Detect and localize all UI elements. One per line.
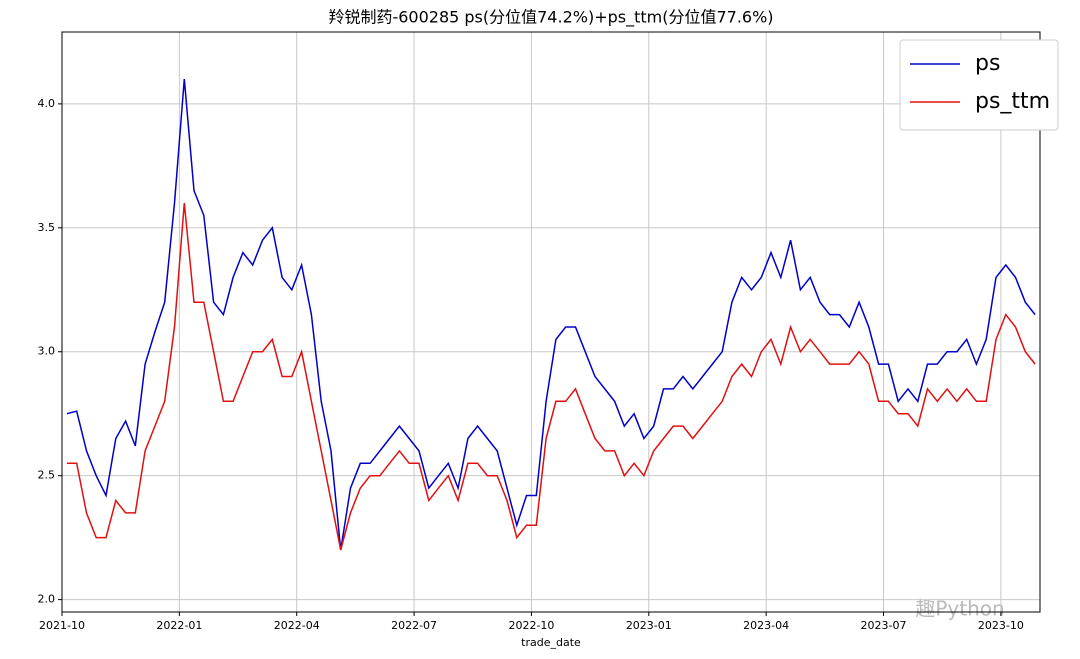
x-axis-label: trade_date [521, 636, 581, 649]
line-series [66, 202, 1036, 551]
legend-box [899, 39, 1059, 131]
x-tick-label: 2022-01 [156, 619, 202, 632]
x-tick-label: 2022-10 [508, 619, 554, 632]
y-tick-label: 2.0 [38, 593, 56, 606]
plot-frame [61, 31, 1041, 613]
x-tick-label: 2023-04 [743, 619, 789, 632]
chart-title: 羚锐制药-600285 ps(分位值74.2%)+ps_ttm(分位值77.6%… [328, 8, 773, 28]
y-tick-label: 3.5 [38, 221, 56, 234]
legend-label: ps_ttm [975, 89, 1050, 114]
x-tick-label: 2023-01 [626, 619, 672, 632]
x-tick-label: 2023-07 [861, 619, 907, 632]
legend-label: ps [975, 51, 1000, 76]
x-tick-label: 2022-07 [391, 619, 437, 632]
line-series [66, 79, 1036, 551]
y-tick-label: 2.5 [38, 469, 56, 482]
watermark: 趣Python [915, 597, 1004, 621]
x-tick-label: 2022-04 [274, 619, 320, 632]
y-tick-label: 4.0 [38, 97, 56, 110]
y-tick-label: 3.0 [38, 345, 56, 358]
x-tick-label: 2021-10 [39, 619, 85, 632]
x-tick-label: 2023-10 [978, 619, 1024, 632]
